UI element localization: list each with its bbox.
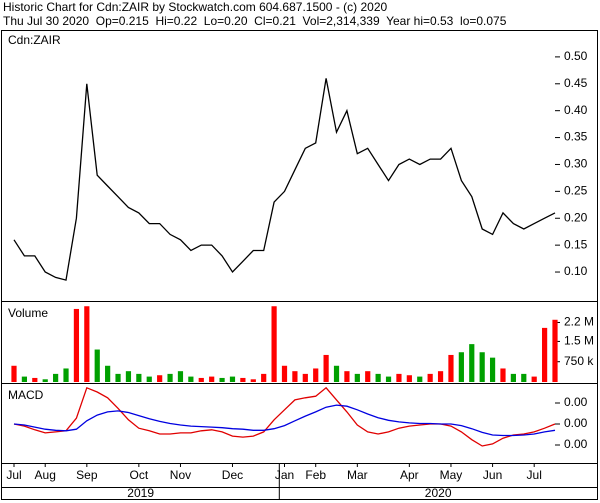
- volume-bar: [344, 371, 350, 382]
- volume-bar: [250, 379, 256, 382]
- volume-bar: [302, 373, 308, 382]
- volume-bar: [21, 376, 28, 382]
- volume-bar: [448, 354, 454, 382]
- volume-bar: [125, 371, 132, 382]
- volume-bar: [323, 354, 329, 382]
- volume-bar: [489, 357, 496, 382]
- x-tick-label: Apr: [400, 468, 419, 482]
- y-tick-label: 750 k: [564, 354, 594, 368]
- volume-bar: [396, 373, 402, 382]
- volume-bar: [292, 371, 298, 382]
- panel-label-box: [4, 388, 40, 404]
- volume-bar: [157, 375, 163, 382]
- volume-bar: [32, 377, 38, 382]
- volume-bar: [541, 327, 548, 382]
- volume-bar: [209, 376, 215, 382]
- volume-bar: [167, 373, 173, 382]
- y-tick-label: 0.35: [564, 130, 588, 144]
- panel-label-box: [4, 306, 54, 322]
- x-tick-label: Mar: [347, 468, 368, 482]
- volume-bar: [261, 373, 267, 382]
- volume-bar: [552, 319, 558, 382]
- header-line: Historic Chart for Cdn:ZAIR by Stockwatc…: [3, 0, 387, 14]
- y-tick-label: 0.00: [564, 416, 588, 430]
- volume-bar: [240, 377, 246, 382]
- volume-bar: [11, 365, 17, 382]
- y-tick-label: 0.40: [564, 103, 588, 117]
- volume-bar: [94, 349, 100, 382]
- volume-bar: [510, 373, 516, 382]
- y-tick-label: 0.45: [564, 76, 588, 90]
- x-tick-label: Jul: [527, 468, 542, 482]
- volume-bar: [188, 376, 194, 382]
- volume-bar: [385, 376, 392, 382]
- x-tick-label: Sep: [76, 468, 98, 482]
- x-tick-label: Jan: [275, 468, 294, 482]
- x-tick-label: Nov: [170, 468, 191, 482]
- y-tick-label: 0.15: [564, 237, 588, 251]
- panel-label: Volume: [8, 306, 48, 320]
- volume-bar: [365, 371, 371, 382]
- volume-bar: [500, 368, 506, 382]
- y-tick-label: 0.00: [564, 395, 588, 409]
- volume-bar: [84, 306, 90, 382]
- volume-bar: [198, 377, 204, 382]
- year-label: 2019: [127, 486, 154, 500]
- volume-bar: [53, 373, 59, 382]
- series-line: [13, 78, 556, 281]
- volume-bar: [229, 376, 236, 382]
- volume-bar: [333, 365, 340, 382]
- x-tick-label: Aug: [35, 468, 56, 482]
- volume-bar: [531, 376, 537, 382]
- y-tick-label: 0.50: [564, 49, 588, 63]
- volume-bar: [105, 365, 111, 382]
- volume-bar: [406, 375, 412, 382]
- x-tick-label: Jun: [483, 468, 502, 482]
- x-tick-label: May: [440, 468, 463, 482]
- x-tick-label: Jul: [6, 468, 21, 482]
- volume-bar: [115, 373, 121, 382]
- volume-bar: [73, 308, 80, 382]
- volume-bar: [136, 373, 142, 382]
- y-tick-label: 1.5 M: [564, 334, 594, 348]
- panel-label: MACD: [8, 388, 44, 402]
- y-tick-label: 0.00: [564, 437, 588, 451]
- volume-bar: [219, 377, 225, 382]
- volume-bar: [458, 352, 464, 382]
- volume-bar: [437, 371, 444, 382]
- volume-bar: [521, 373, 527, 382]
- volume-bar: [271, 306, 277, 382]
- series-line: [13, 386, 556, 447]
- volume-bar: [63, 368, 69, 382]
- y-tick-label: 0.25: [564, 184, 588, 198]
- y-tick-label: 0.30: [564, 157, 588, 171]
- volume-bar: [177, 371, 184, 382]
- year-label: 2020: [425, 486, 452, 500]
- series-line: [13, 404, 556, 437]
- y-tick-label: 0.20: [564, 210, 588, 224]
- volume-bar: [469, 344, 475, 382]
- volume-bar: [281, 365, 288, 382]
- x-tick-label: Oct: [130, 468, 149, 482]
- x-tick-label: Dec: [222, 468, 243, 482]
- y-tick-label: 0.10: [564, 264, 588, 278]
- volume-bar: [417, 376, 423, 382]
- volume-bar: [313, 368, 319, 382]
- volume-bar: [479, 352, 485, 382]
- x-tick-label: Feb: [305, 468, 326, 482]
- panel-label: Cdn:ZAIR: [8, 33, 61, 47]
- y-tick-label: 2.2 M: [564, 315, 594, 329]
- frame: [1, 30, 598, 500]
- volume-bar: [427, 373, 433, 382]
- volume-bar: [146, 376, 152, 382]
- panel-label-box: [4, 33, 68, 49]
- volume-bar: [354, 373, 360, 382]
- volume-bar: [375, 373, 381, 382]
- volume-bar: [42, 379, 48, 382]
- header-line: Thu Jul 30 2020 Op=0.215 Hi=0.22 Lo=0.20…: [3, 14, 507, 28]
